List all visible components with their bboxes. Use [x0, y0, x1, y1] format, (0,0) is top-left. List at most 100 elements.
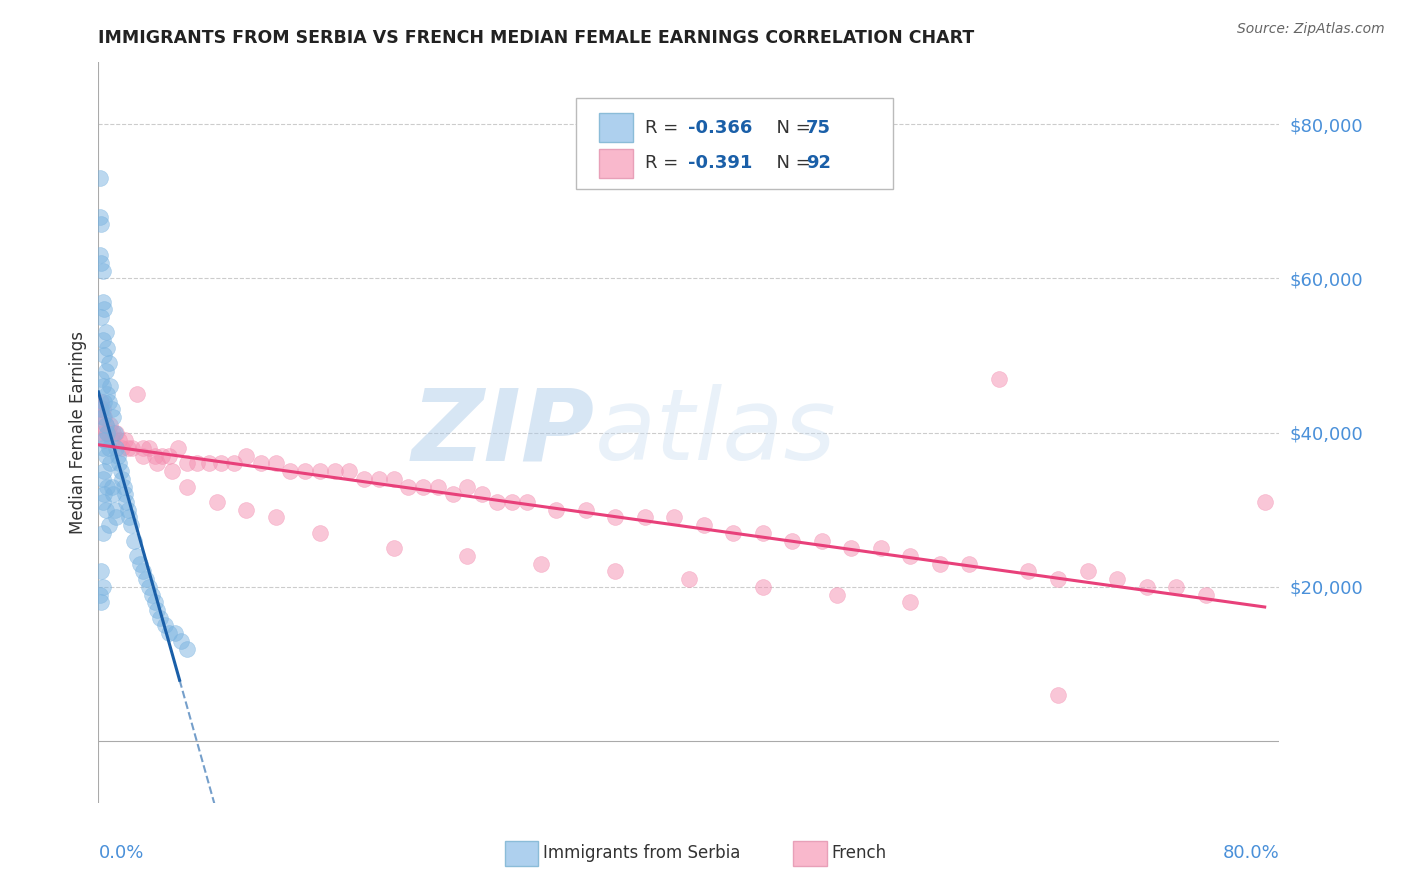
Point: [264, 510, 287, 524]
Point: [90, 394, 112, 409]
Point: [309, 525, 332, 540]
Point: [89, 402, 111, 417]
Point: [150, 449, 173, 463]
Point: [132, 565, 155, 579]
Point: [90, 565, 112, 579]
Point: [112, 480, 135, 494]
Text: 0.0%: 0.0%: [98, 844, 143, 862]
Point: [93, 464, 115, 478]
Point: [162, 464, 183, 478]
Point: [89, 171, 111, 186]
Point: [157, 626, 180, 640]
Point: [752, 525, 775, 540]
Point: [457, 480, 479, 494]
Point: [121, 441, 143, 455]
Point: [125, 549, 148, 563]
Point: [103, 425, 125, 440]
Point: [157, 449, 180, 463]
Point: [339, 464, 361, 478]
Point: [97, 356, 120, 370]
Point: [91, 441, 114, 455]
Point: [96, 425, 118, 440]
Point: [90, 310, 112, 324]
Point: [120, 518, 142, 533]
Point: [323, 464, 346, 478]
Point: [382, 472, 405, 486]
Point: [412, 480, 434, 494]
Point: [94, 502, 117, 516]
Point: [89, 248, 111, 262]
Point: [165, 626, 187, 640]
Text: -0.366: -0.366: [688, 119, 752, 136]
Point: [929, 557, 952, 571]
Point: [93, 302, 115, 317]
Point: [93, 349, 115, 363]
Point: [118, 510, 141, 524]
Point: [1046, 572, 1070, 586]
Point: [1254, 495, 1277, 509]
Point: [100, 480, 122, 494]
Point: [90, 402, 112, 417]
Text: Immigrants from Serbia: Immigrants from Serbia: [543, 844, 740, 862]
Point: [91, 294, 114, 309]
Point: [280, 464, 302, 478]
Text: -0.391: -0.391: [688, 154, 752, 172]
Point: [117, 502, 139, 516]
Point: [309, 464, 332, 478]
Point: [516, 495, 538, 509]
Point: [198, 457, 221, 471]
Point: [605, 510, 627, 524]
Point: [94, 364, 117, 378]
Point: [264, 457, 287, 471]
Point: [114, 487, 136, 501]
Point: [810, 533, 832, 548]
Point: [825, 588, 848, 602]
Point: [104, 502, 127, 516]
Point: [91, 495, 114, 509]
Point: [117, 441, 139, 455]
Point: [96, 425, 118, 440]
Point: [146, 457, 169, 471]
Text: 75: 75: [806, 119, 831, 136]
Point: [108, 457, 131, 471]
Point: [89, 210, 111, 224]
Point: [205, 495, 228, 509]
Point: [723, 525, 745, 540]
Point: [353, 472, 375, 486]
Point: [105, 425, 128, 440]
Point: [752, 580, 775, 594]
Point: [108, 434, 131, 448]
Point: [91, 525, 114, 540]
Point: [1166, 580, 1188, 594]
Point: [91, 472, 114, 486]
Point: [530, 557, 553, 571]
Point: [209, 457, 232, 471]
Point: [111, 441, 134, 455]
Point: [103, 410, 125, 425]
Point: [235, 502, 257, 516]
Point: [900, 549, 922, 563]
Point: [128, 557, 150, 571]
Point: [224, 457, 246, 471]
Point: [125, 387, 148, 401]
Point: [91, 425, 114, 440]
Text: N =: N =: [765, 119, 817, 136]
Point: [90, 256, 112, 270]
Point: [782, 533, 804, 548]
Point: [167, 441, 190, 455]
Point: [115, 495, 138, 509]
Point: [693, 518, 716, 533]
Point: [841, 541, 863, 556]
Point: [97, 425, 120, 440]
Point: [486, 495, 509, 509]
Text: ZIP: ZIP: [412, 384, 595, 481]
Point: [91, 333, 114, 347]
Point: [678, 572, 700, 586]
Point: [634, 510, 657, 524]
Point: [93, 434, 115, 448]
Point: [93, 394, 115, 409]
Point: [103, 487, 125, 501]
Point: [107, 449, 129, 463]
Point: [96, 341, 118, 355]
Point: [176, 641, 198, 656]
